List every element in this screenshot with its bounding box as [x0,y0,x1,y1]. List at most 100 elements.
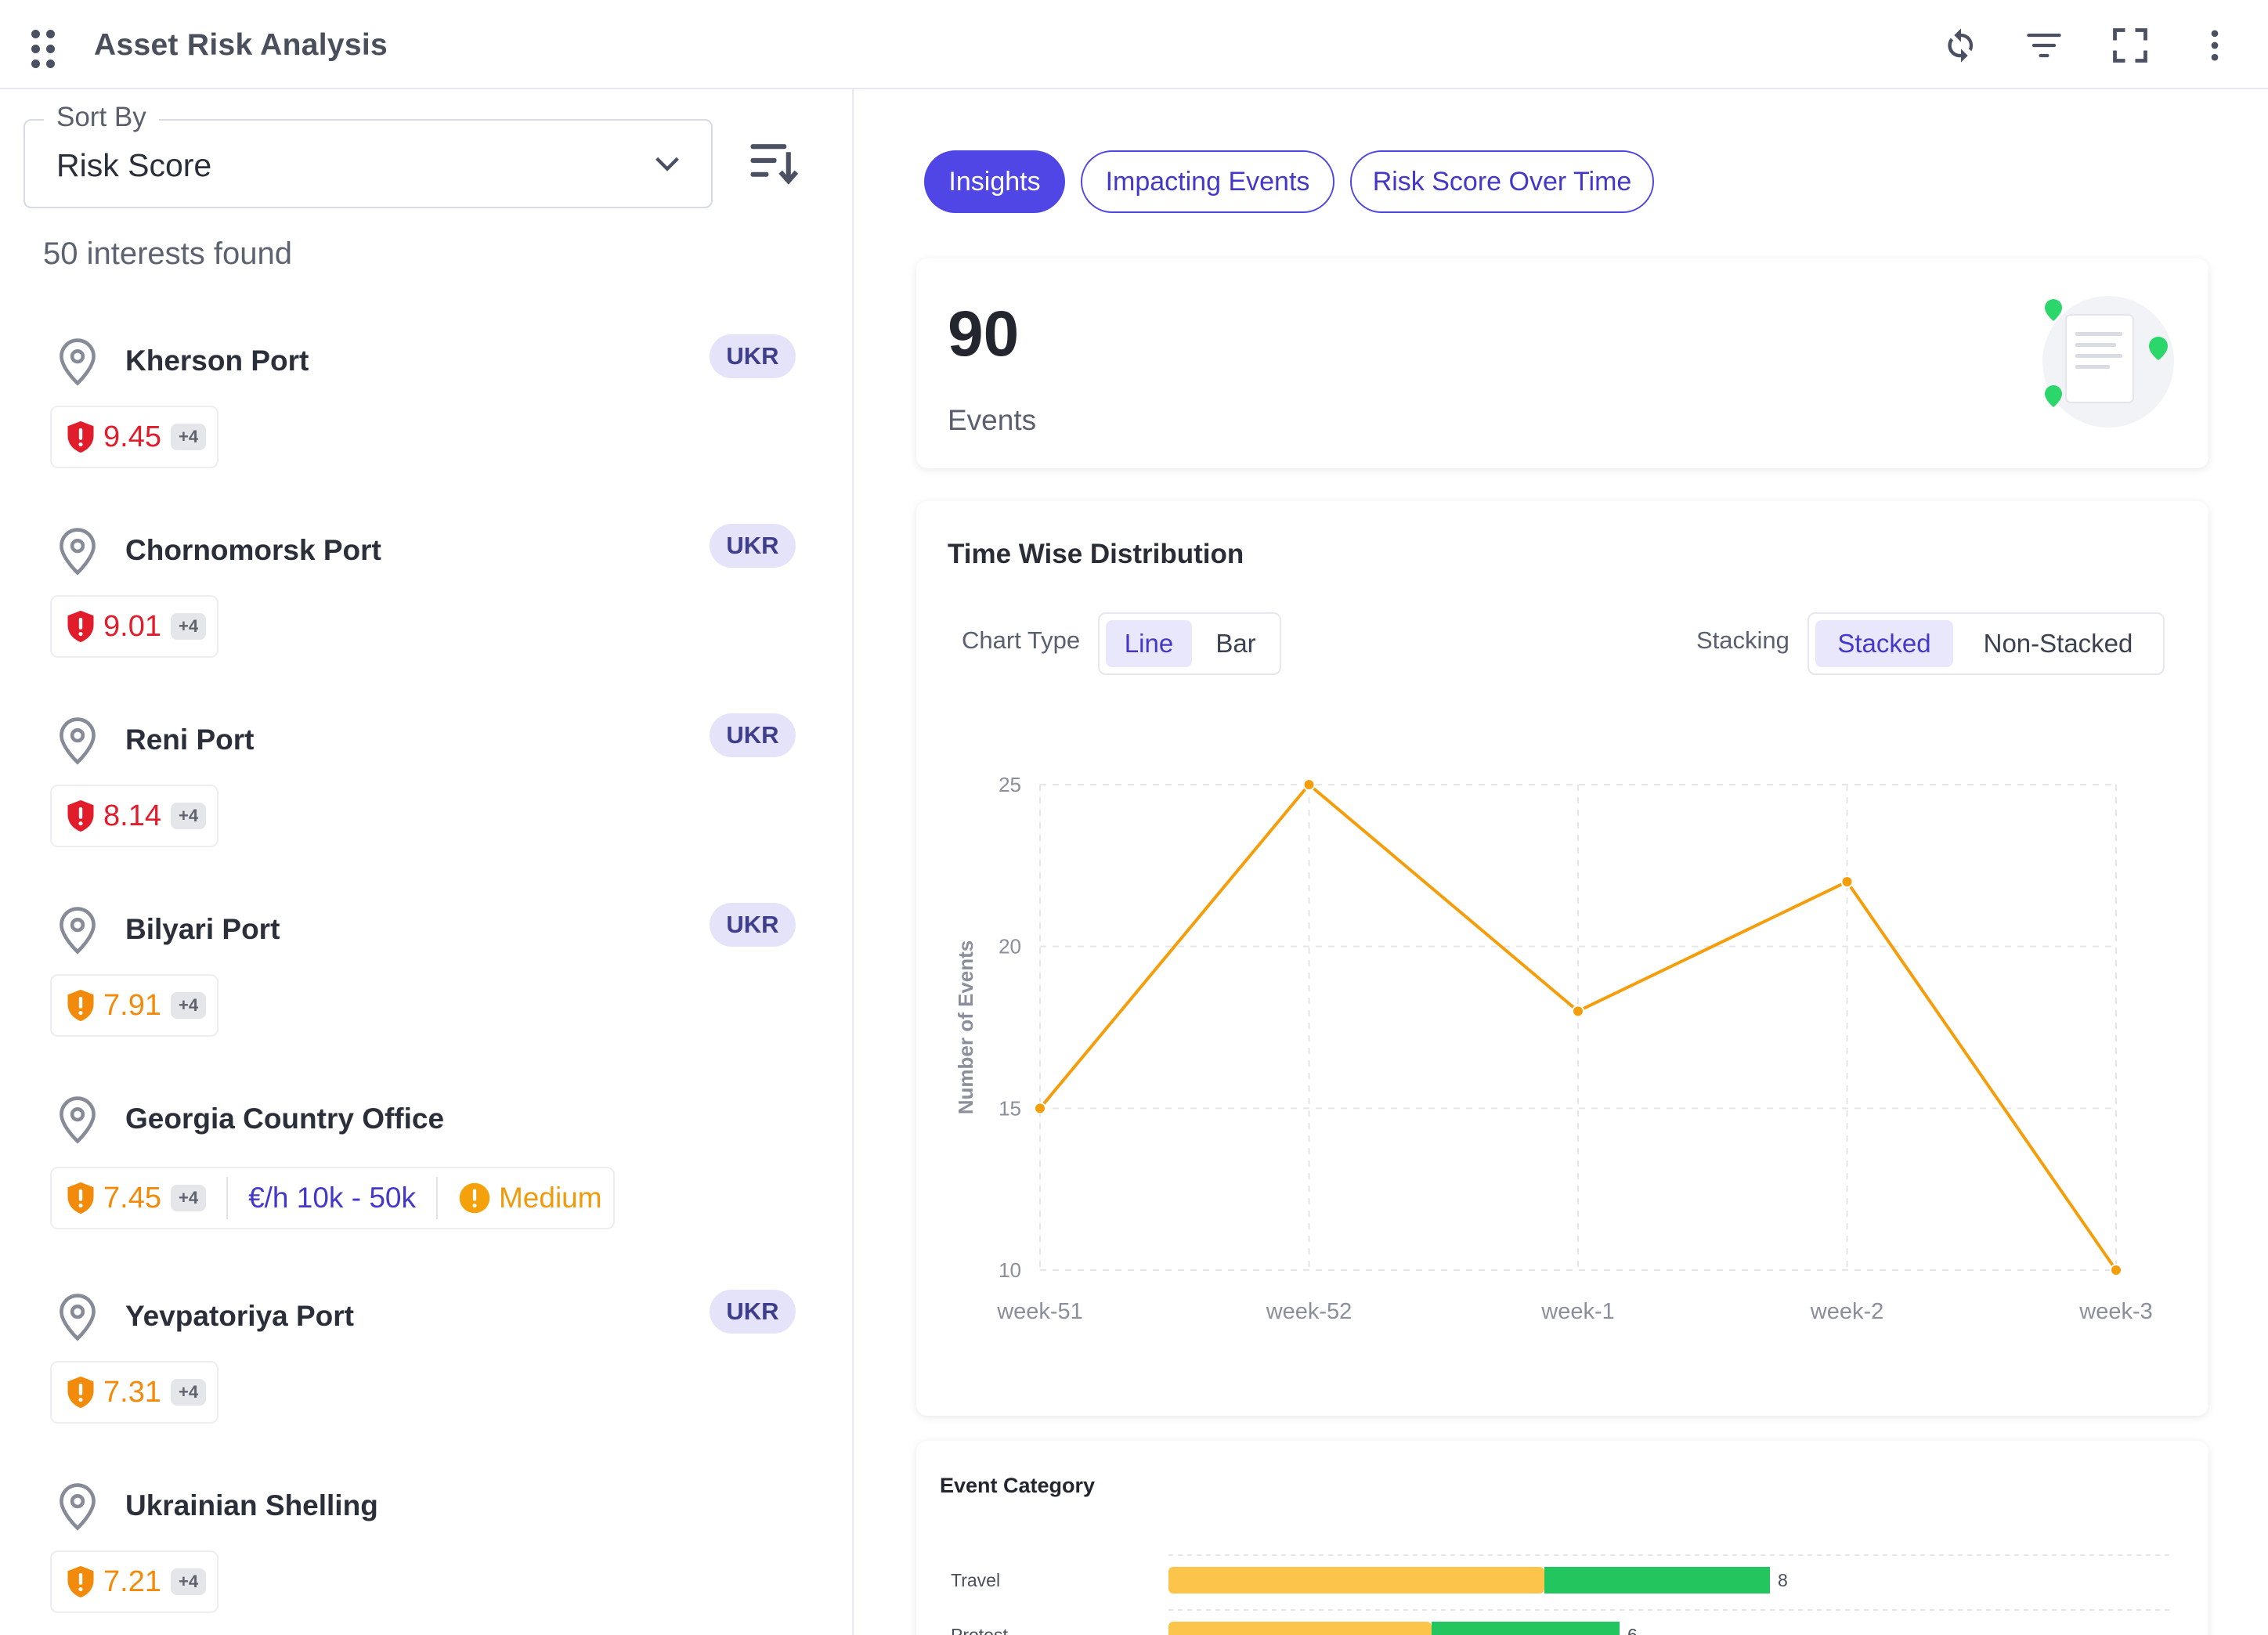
drag-grip-icon[interactable] [31,30,58,69]
risk-score-chip[interactable]: 8.14 +4 [50,785,219,847]
shield-alert-icon [67,799,94,832]
category-label: Travel [951,1570,1000,1590]
extra-count-badge: +4 [170,803,207,829]
chart-type-label: Chart Type [962,626,1081,654]
data-point [1840,875,1854,888]
event-category-chart: Travel 8 Protest 6 [951,1554,2174,1635]
y-tick-label: 10 [999,1258,1021,1282]
list-item[interactable]: Chornomorsk Port UKR 9.01 +4 [0,524,852,683]
bar-total-label: 8 [1778,1570,1788,1590]
risk-score: 7.31 [103,1375,161,1409]
extra-count-badge: +4 [170,1379,207,1406]
country-tag: UKR [710,524,796,568]
y-tick-label: 20 [999,935,1021,958]
list-item[interactable]: Georgia Country Office 7.45 +4 €/h 10k -… [0,1095,852,1251]
interest-name: Yevpatoriya Port [125,1300,355,1332]
extra-count-badge: +4 [170,613,207,640]
tab-risk-score-over-time[interactable]: Risk Score Over Time [1350,150,1654,213]
risk-score: 8.14 [103,799,161,832]
results-count: 50 interests found [43,236,292,271]
sort-descending-icon[interactable] [749,138,800,186]
country-tag: UKR [710,334,796,378]
chart-type-toggle: Line Bar [1098,612,1281,675]
stacking-stacked-option[interactable]: Stacked [1815,620,1953,667]
event-category-title: Event Category [940,1474,1096,1497]
sort-by-select[interactable] [23,119,713,208]
data-point [1034,1102,1046,1115]
chevron-down-icon[interactable] [652,150,683,177]
country-tag: UKR [710,1290,796,1334]
tab-impacting-events[interactable]: Impacting Events [1081,150,1334,213]
refresh-icon[interactable] [1941,25,1981,66]
risk-score: 7.45 [103,1181,161,1215]
risk-score-chip[interactable]: 7.21 +4 [50,1550,219,1613]
stacking-non-stacked-option[interactable]: Non-Stacked [1983,629,2133,658]
fullscreen-icon[interactable] [2110,25,2151,66]
warning-circle-icon [459,1182,490,1214]
chip-separator [435,1177,438,1219]
chart-type-bar-option[interactable]: Bar [1215,629,1256,658]
interest-name: Kherson Port [125,345,309,377]
data-point [1572,1005,1584,1018]
list-item[interactable]: Bilyari Port UKR 7.91 +4 [0,903,852,1062]
interest-name: Ukrainian Shelling [125,1489,378,1521]
location-pin-icon [60,1294,96,1341]
data-point [1302,778,1316,791]
risk-score-chip[interactable]: 9.01 +4 [50,595,219,658]
tab-insights[interactable]: Insights [924,150,1065,213]
x-tick-label: week-2 [1810,1299,1884,1324]
risk-score-chip[interactable]: 7.31 +4 [50,1361,219,1424]
extra-count-badge: +4 [170,424,207,450]
shield-alert-icon [67,420,94,453]
category-bar-segment [1168,1622,1432,1635]
y-tick-label: 25 [999,773,1021,796]
distribution-title: Time Wise Distribution [948,539,1244,569]
location-pin-icon [60,338,96,386]
extra-count-badge: +4 [170,1568,207,1595]
stacking-toggle: Stacked Non-Stacked [1808,612,2165,675]
category-label: Protest [951,1625,1008,1635]
events-count: 90 [948,298,1020,370]
line-chart: 10 15 20 25 week-51 week-52 week-1 week-2 week-3… [954,773,2153,1324]
risk-score-chip[interactable]: 7.45 +4 €/h 10k - 50k Medium [50,1167,615,1229]
location-pin-icon [60,1096,96,1144]
stacking-label: Stacking [1696,626,1789,654]
list-item[interactable]: Reni Port UKR 8.14 +4 [0,713,852,872]
sort-by-label: Sort By [44,102,159,133]
risk-score: 7.21 [103,1565,161,1598]
risk-score: 9.45 [103,420,161,453]
country-tag: UKR [710,713,796,757]
event-category-card: Event Category Travel 8 Protest 6 [916,1441,2208,1635]
y-axis-label: Number of Events [954,940,977,1115]
interest-name: Chornomorsk Port [125,534,381,566]
list-item[interactable]: Yevpatoriya Port UKR 7.31 +4 [0,1290,852,1449]
bar-total-label: 6 [1627,1625,1638,1635]
shield-alert-icon [67,989,94,1022]
location-pin-icon [60,528,96,576]
shield-alert-icon [67,1376,94,1409]
category-bar-segment [1432,1622,1620,1635]
x-tick-label: week-51 [996,1299,1083,1324]
location-pin-icon [60,1483,96,1531]
events-label: Events [948,404,1037,436]
category-bar-segment [1544,1567,1770,1593]
filter-icon[interactable] [2024,25,2064,66]
more-vert-icon[interactable] [2194,25,2235,66]
sort-by-value: Risk Score [56,147,212,183]
list-item[interactable]: Kherson Port UKR 9.45 +4 [0,334,852,493]
cost-range: €/h 10k - 50k [248,1182,416,1214]
x-tick-label: week-52 [1266,1299,1352,1324]
interest-name: Georgia Country Office [125,1103,445,1135]
app-title: Asset Risk Analysis [94,28,388,62]
chart-type-line-option[interactable]: Line [1106,620,1192,667]
panel-divider [852,89,854,1635]
chip-separator [226,1177,229,1219]
risk-score-chip[interactable]: 7.91 +4 [50,974,219,1037]
list-item[interactable]: Ukrainian Shelling 7.21 +4 [0,1482,852,1635]
x-tick-label: week-3 [2078,1299,2153,1324]
app-header: Asset Risk Analysis [0,0,2268,89]
events-summary-card: 90 Events [916,258,2208,468]
risk-score-chip[interactable]: 9.45 +4 [50,406,219,468]
shield-alert-icon [67,610,94,643]
data-point [2110,1264,2122,1276]
